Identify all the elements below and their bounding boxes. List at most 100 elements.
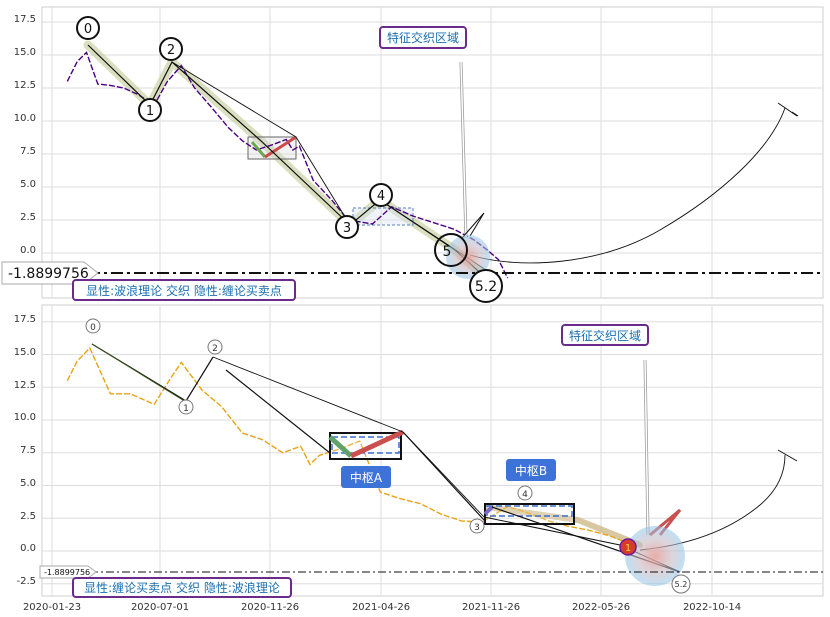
ytick-label: 5.0 bbox=[20, 478, 36, 489]
bottom-grid bbox=[42, 305, 823, 596]
projection-end-tick bbox=[777, 102, 798, 117]
sub-wave-purple bbox=[483, 505, 494, 516]
reference-line-label-text: -1.8899756 bbox=[44, 568, 90, 577]
bottom-ytick-labels: 17.5 15.0 12.5 10.0 7.5 5.0 2.5 0.0 -2.5 bbox=[14, 314, 36, 587]
wave-point-label: 1 bbox=[183, 404, 189, 414]
xtick-label: 2020-01-23 bbox=[23, 602, 81, 613]
xtick-label: 2022-05-26 bbox=[572, 602, 630, 613]
reference-line-label-text: -1.8899756 bbox=[8, 266, 89, 282]
wave-point-4: 4 bbox=[517, 485, 533, 501]
ytick-label: -2.5 bbox=[16, 576, 36, 587]
wave-point-label: 4 bbox=[377, 189, 385, 204]
theory-text: 显性:波浪理论 交织 隐性:缠论买卖点 bbox=[86, 283, 282, 298]
reference-line-label: -1.8899756 bbox=[1, 261, 99, 285]
ytick-label: 5.0 bbox=[20, 179, 36, 190]
wave-point-label: 3 bbox=[474, 523, 480, 533]
zone-arrow bbox=[644, 359, 649, 536]
wave-point-label: 4 bbox=[522, 490, 528, 500]
top-panel: 17.5 15.0 12.5 10.0 7.5 5.0 2.5 0.0 bbox=[1, 6, 824, 303]
zone-label-text: 特征交织区域 bbox=[387, 30, 459, 45]
wave-point-2: 2 bbox=[207, 339, 223, 355]
ytick-label: 0.0 bbox=[20, 543, 36, 554]
zone-label-box: 特征交织区域 bbox=[379, 26, 467, 49]
wave-channel-line bbox=[402, 431, 485, 521]
wave-point-label: 5.2 bbox=[475, 279, 497, 295]
signal-marker: 1 bbox=[619, 538, 637, 556]
ytick-label: 7.5 bbox=[20, 146, 36, 157]
wave-point-3: 3 bbox=[469, 518, 485, 534]
wave-channel-line bbox=[225, 369, 331, 454]
projection-end-tick bbox=[791, 111, 799, 117]
bottom-plot-frame bbox=[41, 304, 824, 597]
projection-end-tick bbox=[777, 449, 798, 462]
ytick-label: 0.0 bbox=[20, 245, 36, 256]
wave-channel-line bbox=[171, 61, 351, 226]
xtick-label: 2021-11-26 bbox=[462, 602, 520, 613]
ytick-label: 12.5 bbox=[14, 380, 36, 391]
wave-point-label: 2 bbox=[212, 344, 218, 354]
pivot-label-text: 中枢B bbox=[515, 463, 547, 478]
wave-point-2: 2 bbox=[159, 37, 183, 61]
wave-point-5: 5 bbox=[434, 233, 468, 267]
signal-marker-label: 1 bbox=[625, 543, 631, 554]
bottom-xtick-labels: 2020-01-23 2020-07-01 2020-11-26 2021-04… bbox=[23, 602, 741, 613]
wave-point-label: 5.2 bbox=[675, 580, 688, 589]
wave-point-label: 3 bbox=[343, 221, 351, 236]
pivot-label-a: 中枢A bbox=[341, 466, 391, 488]
ytick-label: 15.0 bbox=[14, 347, 36, 358]
ytick-label: 10.0 bbox=[14, 113, 36, 124]
xtick-label: 2020-11-26 bbox=[241, 602, 299, 613]
wave-point-label: 2 bbox=[167, 43, 175, 58]
wave-line bbox=[91, 343, 187, 403]
wave-point-label: 0 bbox=[90, 323, 96, 333]
sub-wave-red bbox=[349, 429, 405, 459]
wave-point-markers: 0 1 2 3 4 5.2 bbox=[85, 318, 691, 594]
zone-glow bbox=[625, 526, 685, 586]
theory-text-box: 显性:波浪理论 交织 隐性:缠论买卖点 bbox=[72, 279, 296, 301]
pivot-label-b: 中枢B bbox=[506, 459, 556, 481]
wave-point-0: 0 bbox=[85, 318, 101, 334]
wave-point-1: 1 bbox=[178, 399, 194, 415]
ytick-label: 17.5 bbox=[14, 14, 36, 25]
top-ytick-labels: 17.5 15.0 12.5 10.0 7.5 5.0 2.5 0.0 bbox=[14, 14, 36, 256]
pivot-label-text: 中枢A bbox=[350, 470, 383, 485]
zone-label-text: 特征交织区域 bbox=[569, 328, 641, 343]
wave-point-5-2: 5.2 bbox=[671, 574, 691, 594]
wave-point-3: 3 bbox=[335, 215, 359, 239]
pivot-box-b bbox=[484, 503, 575, 525]
wave-point-5-2: 5.2 bbox=[469, 269, 503, 303]
zone-arrow-tip bbox=[461, 212, 485, 239]
reference-line-label-box bbox=[1, 261, 99, 285]
ytick-label: 2.5 bbox=[20, 212, 36, 223]
wave-point-1: 1 bbox=[138, 98, 162, 122]
ytick-label: 7.5 bbox=[20, 445, 36, 456]
price-line-series bbox=[66, 51, 509, 279]
ytick-label: 17.5 bbox=[14, 314, 36, 325]
zone-label-box: 特征交织区域 bbox=[561, 324, 649, 346]
theory-text-box: 显性:缠论买卖点 交织 隐性:波浪理论 bbox=[72, 577, 292, 598]
wave-point-label: 1 bbox=[146, 104, 154, 119]
wave-point-label: 0 bbox=[84, 22, 92, 37]
pivot-box-a-inner bbox=[331, 436, 400, 454]
theory-text: 显性:缠论买卖点 交织 隐性:波浪理论 bbox=[84, 580, 280, 595]
xtick-label: 2022-10-14 bbox=[683, 602, 741, 613]
ytick-label: 15.0 bbox=[14, 47, 36, 58]
bottom-panel: 17.5 15.0 12.5 10.0 7.5 5.0 2.5 0.0 -2.5… bbox=[14, 304, 824, 613]
ytick-label: 10.0 bbox=[14, 412, 36, 423]
reference-line-label: -1.8899756 bbox=[39, 565, 97, 579]
zone-arrow bbox=[460, 61, 467, 239]
xtick-label: 2021-04-26 bbox=[352, 602, 410, 613]
sub-wave-green bbox=[250, 141, 267, 158]
reference-line-label-box bbox=[39, 565, 97, 579]
wave-point-label: 5 bbox=[443, 244, 452, 260]
wave-point-0: 0 bbox=[76, 16, 100, 40]
xtick-label: 2020-07-01 bbox=[131, 602, 189, 613]
wave-point-markers: 0 1 2 3 4 5 5.2 bbox=[76, 16, 503, 303]
wave-point-4: 4 bbox=[369, 183, 393, 207]
ytick-label: 12.5 bbox=[14, 80, 36, 91]
sub-wave-red bbox=[264, 135, 297, 159]
sub-wave-green bbox=[328, 435, 353, 458]
wave-highlight-band bbox=[484, 504, 643, 548]
ytick-label: 2.5 bbox=[20, 511, 36, 522]
